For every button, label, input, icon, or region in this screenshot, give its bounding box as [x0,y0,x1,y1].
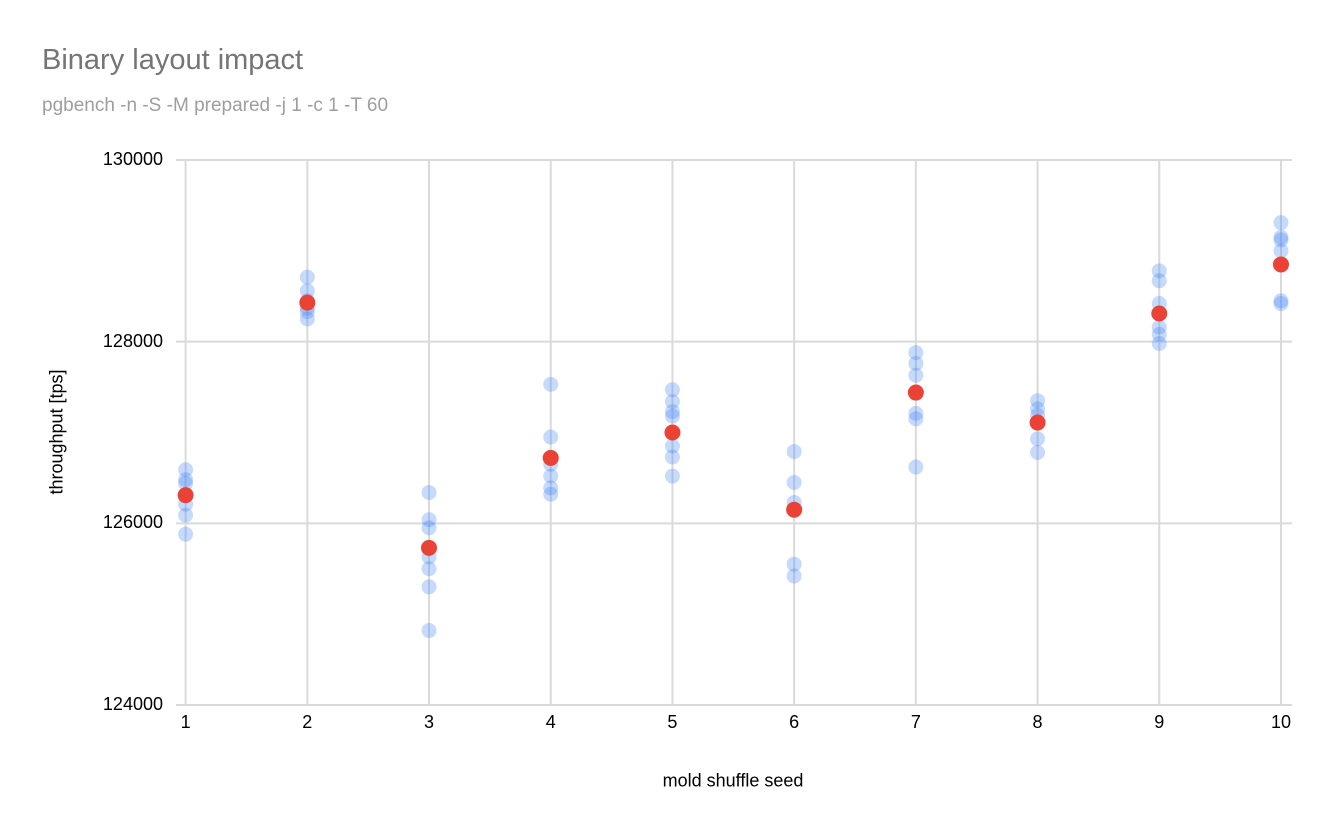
data-point-run[interactable] [1273,296,1289,312]
x-tick-label: 5 [667,712,678,732]
data-point-run[interactable] [664,438,680,454]
x-tick-label: 6 [789,712,800,732]
x-tick-label: 1 [180,712,191,732]
data-point-mean[interactable] [542,449,559,466]
data-point-run[interactable] [1273,215,1289,231]
data-point-mean[interactable] [177,487,194,504]
data-point-run[interactable] [178,507,194,523]
data-point-mean[interactable] [1151,305,1168,322]
data-point-run[interactable] [543,486,559,502]
data-point-run[interactable] [1273,243,1289,259]
x-tick-label: 7 [910,712,921,732]
data-point-run[interactable] [1151,326,1167,342]
data-point-run[interactable] [299,283,315,299]
y-tick-label: 126000 [102,512,163,533]
data-point-mean[interactable] [299,294,316,311]
data-point-run[interactable] [178,526,194,542]
data-point-run[interactable] [543,429,559,445]
data-point-run[interactable] [908,459,924,475]
data-point-run[interactable] [421,520,437,536]
data-point-run[interactable] [1151,263,1167,279]
data-point-mean[interactable] [1272,256,1289,273]
data-point-run[interactable] [908,345,924,361]
chart-title: Binary layout impact [42,44,304,76]
data-point-run[interactable] [1273,293,1289,309]
data-point-run[interactable] [543,468,559,484]
data-point-run[interactable] [908,411,924,427]
data-point-run[interactable] [1273,229,1289,245]
data-point-run[interactable] [299,269,315,285]
y-tick-label: 124000 [102,694,163,714]
data-point-run[interactable] [299,311,315,327]
data-point-mean[interactable] [907,384,924,401]
data-point-run[interactable] [178,472,194,488]
data-point-run[interactable] [786,556,802,572]
data-point-run[interactable] [1151,335,1167,351]
data-point-run[interactable] [786,444,802,460]
data-point-run[interactable] [543,376,559,392]
x-tick-label: 2 [302,712,313,732]
data-point-run[interactable] [1030,401,1046,417]
data-point-run[interactable] [1030,431,1046,447]
data-point-run[interactable] [421,484,437,500]
data-point-run[interactable] [178,475,194,491]
x-tick-label: 4 [545,712,556,732]
data-point-run[interactable] [543,480,559,496]
data-point-run[interactable] [908,405,924,421]
data-point-run[interactable] [1030,393,1046,409]
data-point-run[interactable] [908,367,924,383]
data-point-run[interactable] [664,468,680,484]
data-point-mean[interactable] [1029,414,1046,431]
data-point-run[interactable] [664,449,680,465]
data-point-run[interactable] [1151,319,1167,335]
data-point-run[interactable] [421,579,437,595]
data-point-run[interactable] [421,623,437,639]
x-tick-label: 3 [424,712,435,732]
data-point-run[interactable] [908,355,924,371]
data-point-run[interactable] [786,474,802,490]
data-point-run[interactable] [1273,232,1289,248]
data-point-mean[interactable] [786,501,803,518]
data-point-mean[interactable] [421,539,438,556]
data-point-run[interactable] [664,404,680,420]
data-point-run[interactable] [1151,273,1167,289]
data-point-run[interactable] [421,561,437,577]
data-point-run[interactable] [664,408,680,424]
data-point-run[interactable] [786,568,802,584]
x-tick-label: 8 [1032,712,1043,732]
y-tick-label: 128000 [102,330,163,351]
x-tick-label: 9 [1154,712,1165,732]
data-point-run[interactable] [664,394,680,410]
data-point-run[interactable] [664,382,680,398]
data-point-run[interactable] [1030,444,1046,460]
chart-subtitle: pgbench -n -S -M prepared -j 1 -c 1 -T 6… [42,95,389,116]
x-axis-title: mold shuffle seed [662,770,804,791]
data-point-run[interactable] [178,462,194,478]
data-point-run[interactable] [421,512,437,528]
y-tick-label: 130000 [102,149,163,169]
x-tick-label: 10 [1270,712,1291,732]
data-point-mean[interactable] [664,424,681,441]
